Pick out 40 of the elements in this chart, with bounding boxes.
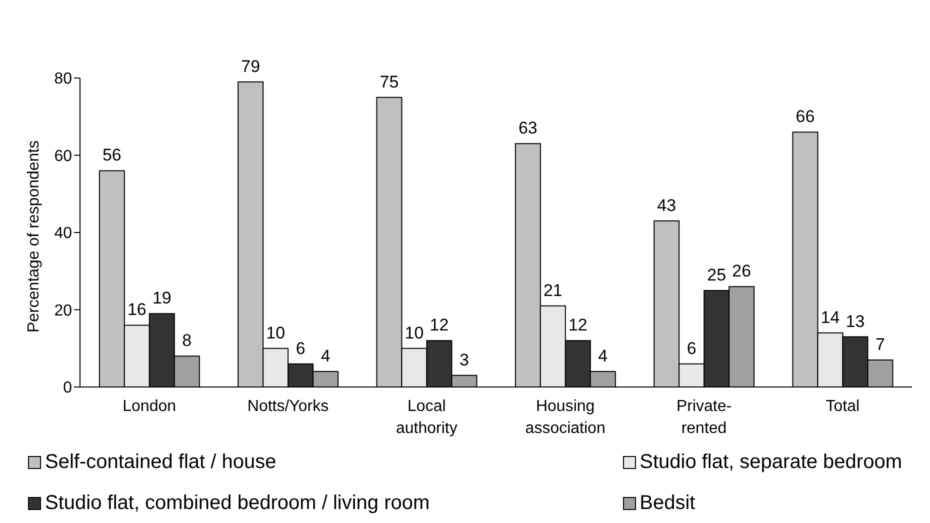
data-label: 21 [543,280,562,300]
data-label: 75 [380,72,399,92]
data-label: 14 [820,308,840,327]
x-tick-label: Total [826,398,860,415]
legend-label: Self-contained flat / house [45,451,276,474]
x-tick-label: Local authority [396,398,458,437]
data-label: 8 [182,331,192,350]
y-tick-label: 40 [54,225,72,242]
data-label: 26 [732,262,752,281]
data-label: 79 [241,56,260,76]
data-label: 6 [296,338,306,358]
data-label: 16 [127,300,146,320]
data-label: 56 [102,146,122,165]
data-label: 25 [707,265,726,284]
data-label: 6 [686,338,696,358]
x-tick-label: Private-rented [676,398,732,437]
data-label: 13 [846,312,865,331]
legend-label: Studio flat, separate bedroom [640,451,902,474]
data-label: 63 [518,118,538,138]
y-tick-label: 80 [54,70,72,88]
data-label: 43 [657,196,676,215]
data-label: 10 [266,323,286,342]
y-tick-label: 60 [54,148,72,165]
y-tick-label: 0 [63,380,72,397]
y-axis-title: Percentage of respondents [26,140,43,332]
data-label: 4 [598,346,608,366]
data-label: 12 [430,316,449,335]
data-label: 10 [404,323,424,342]
x-tick-label: Housing association [525,398,606,437]
data-label: 4 [320,346,330,366]
data-label: 7 [876,334,885,354]
data-label: 66 [796,107,815,126]
data-label: 19 [152,288,172,308]
data-label: 3 [460,350,469,370]
data-label: 12 [568,316,588,335]
legend-label: Studio flat, combined bedroom / living room [45,492,430,515]
y-tick-label: 20 [54,302,72,320]
x-tick-label: Notts/Yorks [247,398,329,415]
x-tick-label: London [122,398,176,415]
legend-label: Bedsit [640,492,696,515]
